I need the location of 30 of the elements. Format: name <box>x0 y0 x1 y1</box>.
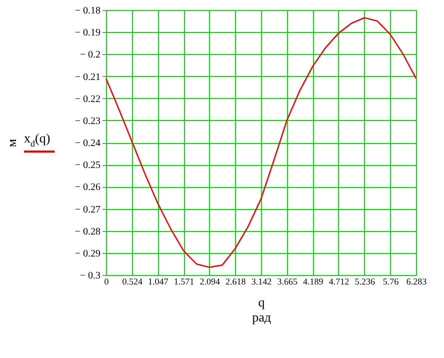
x-axis-title: q <box>258 294 266 310</box>
line-series <box>105 17 417 268</box>
y-tick-label: − 0.19 <box>74 28 100 39</box>
x-tick-label: 4.712 <box>328 276 350 286</box>
y-tick-label: − 0.18 <box>74 6 100 16</box>
x-tick-label: 5.236 <box>354 276 376 286</box>
y-tick-label: − 0.27 <box>74 204 100 216</box>
y-tick-label: − 0.21 <box>74 72 100 83</box>
y-tick-label: − 0.22 <box>74 94 100 105</box>
x-tick-label: 2.094 <box>200 276 220 286</box>
x-tick-label: 2.618 <box>226 276 246 286</box>
y-tick-label: − 0.2 <box>80 50 100 61</box>
x-tick-label: 4.189 <box>303 276 324 286</box>
x-tick-label: 5.76 <box>382 276 400 286</box>
y-tick-label: − 0.25 <box>74 160 100 172</box>
y-tick-label: − 0.24 <box>74 138 100 149</box>
x-tick-label: 6.283 <box>406 276 428 286</box>
y-axis-title: м <box>4 138 19 148</box>
y-tick-label: − 0.28 <box>74 226 100 238</box>
x-tick-label: 1.571 <box>174 276 194 286</box>
text: рад <box>252 310 272 324</box>
x-tick-label: 0.524 <box>122 276 143 286</box>
y-tick-label: − 0.23 <box>74 116 100 127</box>
y-tick-label: − 0.3 <box>80 270 100 282</box>
x-tick-label: 3.665 <box>277 276 298 286</box>
x-tick-label: 3.142 <box>251 276 272 286</box>
y-tick-label: − 0.26 <box>74 182 100 194</box>
x-tick-label: 1.047 <box>148 276 169 286</box>
y-tick-label: − 0.29 <box>74 248 100 260</box>
x-tick-label: 0 <box>104 276 110 286</box>
